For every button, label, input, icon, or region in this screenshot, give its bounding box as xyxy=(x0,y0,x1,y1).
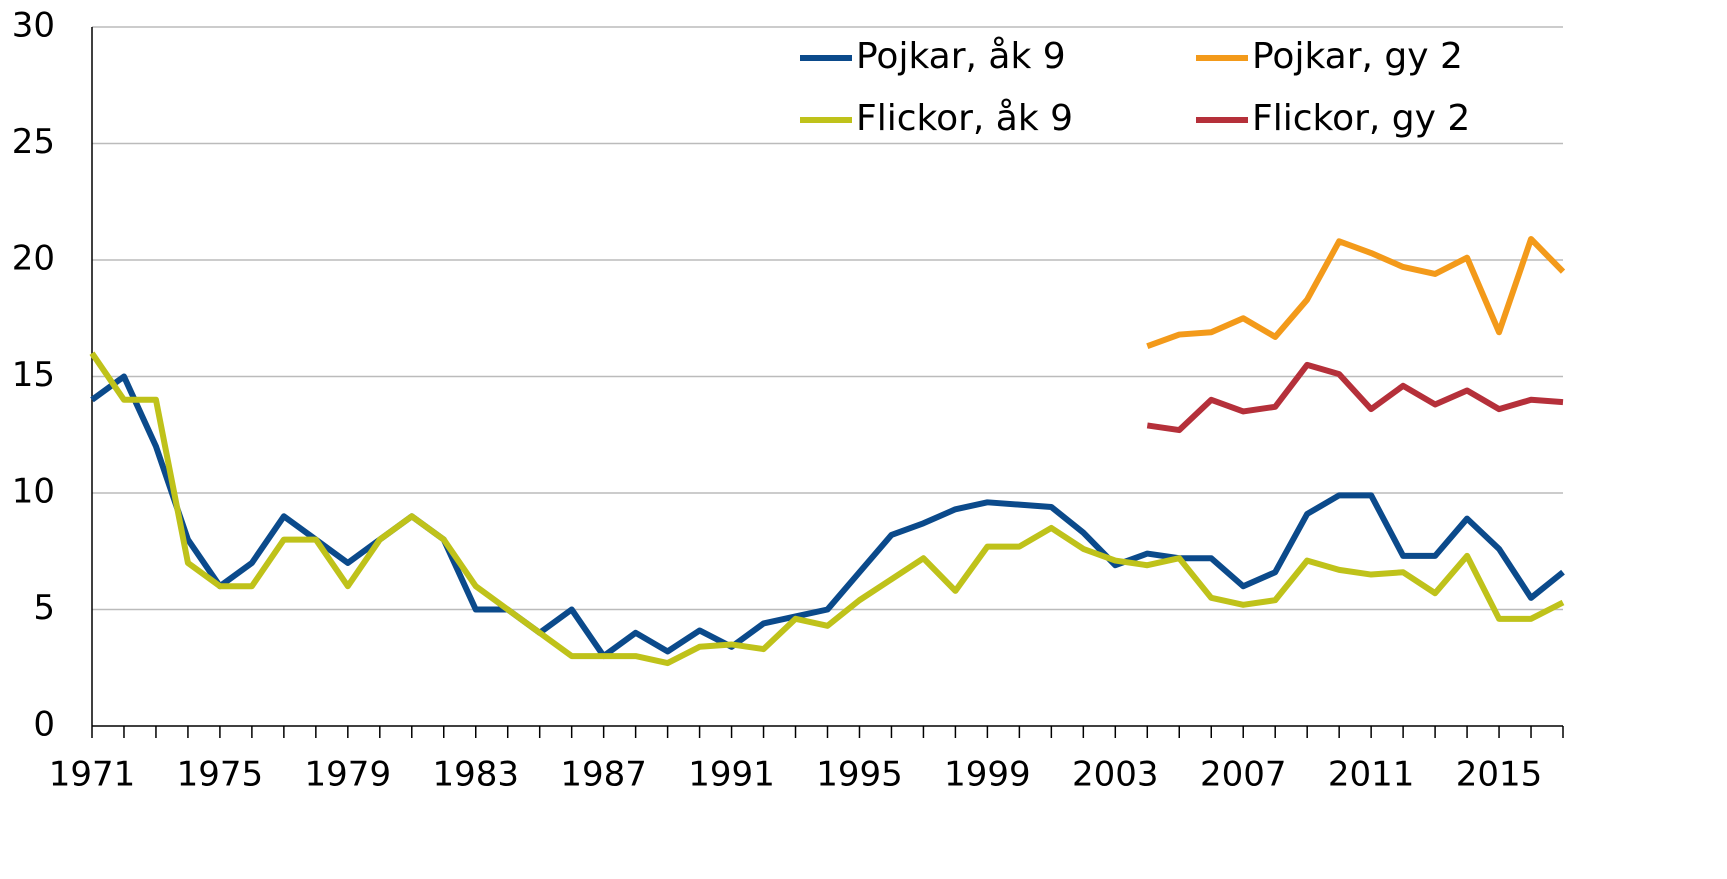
series-line xyxy=(1146,361,1564,434)
x-tick-label: 1995 xyxy=(816,755,903,795)
x-tick-label: 1991 xyxy=(688,755,775,795)
legend-label: Pojkar, åk 9 xyxy=(856,36,1066,77)
x-tick-label: 2007 xyxy=(1200,755,1287,795)
legend-label: Flickor, åk 9 xyxy=(856,98,1073,139)
x-tick-label: 1975 xyxy=(177,755,264,795)
x-tick-label: 2003 xyxy=(1072,755,1159,795)
x-tick-label: 1999 xyxy=(944,755,1031,795)
y-tick-label: 5 xyxy=(33,588,55,628)
x-tick-label: 1979 xyxy=(305,755,392,795)
y-tick-label: 15 xyxy=(12,355,55,395)
series-line xyxy=(89,351,1565,667)
legend-label: Flickor, gy 2 xyxy=(1252,98,1470,139)
x-tick-label: 1987 xyxy=(560,755,647,795)
y-tick-label: 30 xyxy=(12,6,55,46)
legend-label: Pojkar, gy 2 xyxy=(1252,36,1463,77)
y-tick-label: 20 xyxy=(12,239,55,279)
y-tick-label: 0 xyxy=(33,705,55,745)
y-tick-label: 25 xyxy=(12,122,55,162)
x-tick-label: 1971 xyxy=(49,755,136,795)
x-tick-label: 1983 xyxy=(432,755,519,795)
x-tick-label: 2015 xyxy=(1456,755,1543,795)
series-line xyxy=(90,373,1565,660)
series-line xyxy=(1146,236,1566,350)
x-tick-label: 2011 xyxy=(1328,755,1415,795)
y-tick-label: 10 xyxy=(12,472,55,512)
